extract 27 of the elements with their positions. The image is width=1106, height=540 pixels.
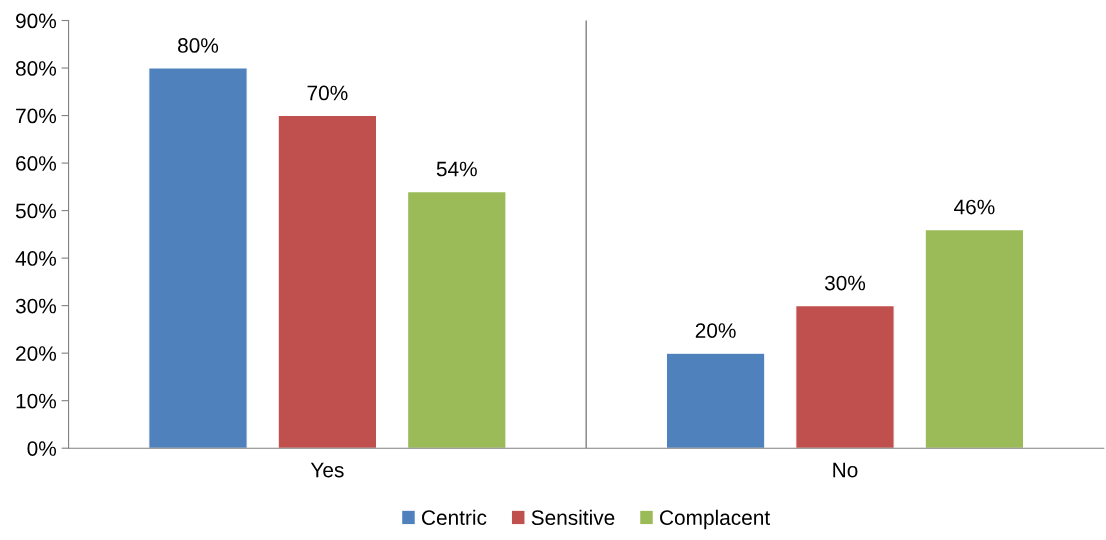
x-tick-label: Yes [310, 462, 344, 478]
y-tick-label: 60% [16, 156, 57, 171]
bar [277, 115, 378, 449]
data-label: 54% [436, 161, 477, 177]
legend-label: Complacent [660, 509, 770, 530]
bar [148, 67, 248, 449]
data-label: 46% [954, 199, 995, 215]
data-label: 20% [695, 323, 736, 338]
y-tick-label: 0% [27, 441, 57, 456]
y-tick-label: 70% [16, 108, 57, 124]
y-tick-label: 80% [15, 61, 57, 76]
y-tick-label: 10% [16, 393, 57, 409]
y-tick-label: 90% [16, 13, 57, 29]
legend-label: Centric [422, 509, 487, 526]
bar [795, 305, 895, 449]
x-tick-label: No [833, 462, 858, 478]
y-tick-label: 30% [15, 298, 57, 314]
data-label: 80% [178, 38, 219, 53]
data-label: 70% [307, 85, 348, 101]
bar [924, 229, 1025, 449]
bar [665, 352, 766, 449]
legend-label: Sensitive [531, 509, 615, 526]
y-tick-label: 20% [16, 346, 57, 361]
y-tick-label: 40% [15, 251, 57, 266]
bar [407, 191, 507, 449]
y-tick-label: 50% [15, 203, 57, 219]
data-label: 30% [824, 275, 866, 291]
